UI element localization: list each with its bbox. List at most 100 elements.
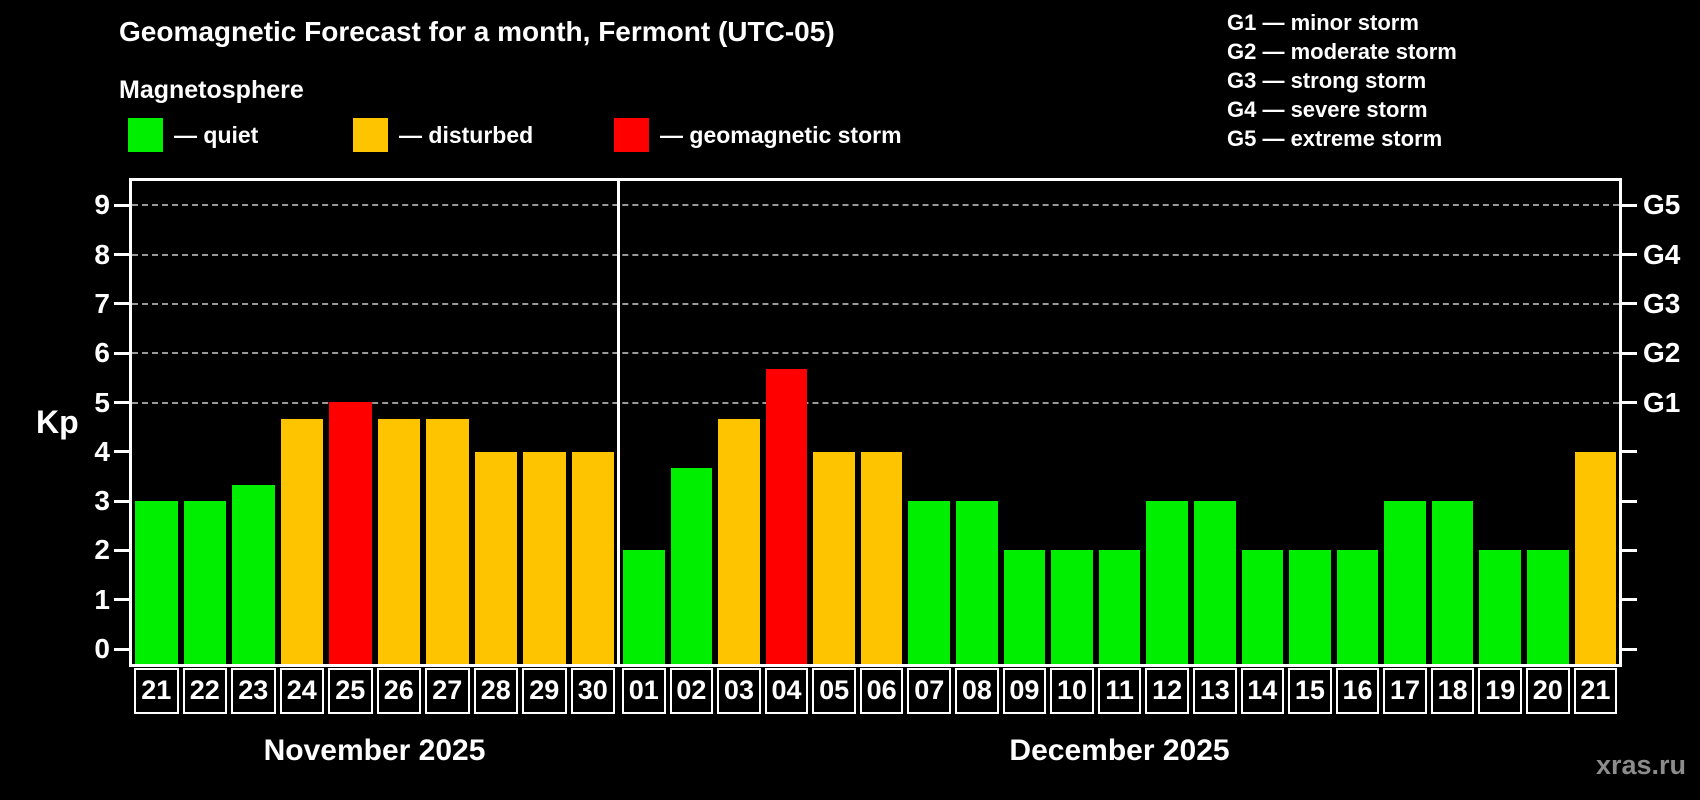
kp-bar-day-29 xyxy=(523,452,566,664)
g-level-label: G2 xyxy=(1643,337,1681,369)
day-label: 10 xyxy=(1050,668,1094,714)
bar-cell xyxy=(569,181,618,664)
legend-label: — disturbed xyxy=(399,121,534,148)
day-label: 14 xyxy=(1240,668,1285,714)
kp-bar-day-04 xyxy=(765,369,808,664)
day-label: 02 xyxy=(669,668,714,714)
bar-cell xyxy=(668,181,716,664)
kp-bar-day-12 xyxy=(1146,501,1188,664)
y-axis-tick xyxy=(114,499,129,503)
kp-bar-day-05 xyxy=(813,452,855,664)
y-axis-tick xyxy=(114,450,129,454)
legend-item-storm: — geomagnetic storm xyxy=(614,118,902,152)
kp-bar-day-21 xyxy=(135,501,178,664)
y-tick-label: 2 xyxy=(94,534,110,566)
y-tick-label: 8 xyxy=(94,238,110,270)
bar-cell xyxy=(1286,181,1334,664)
y-tick-label: 9 xyxy=(94,189,110,221)
bar-cell xyxy=(326,181,375,664)
bar-cell xyxy=(132,181,181,664)
day-label: 27 xyxy=(425,668,470,714)
bar-cell xyxy=(715,181,763,664)
day-label: 06 xyxy=(859,668,904,714)
month-label: November 2025 xyxy=(263,734,486,767)
gridline xyxy=(132,204,1619,207)
legend-swatch-quiet xyxy=(128,118,163,152)
g-level-label: G5 xyxy=(1643,189,1681,221)
day-label: 01 xyxy=(622,668,666,714)
day-label: 19 xyxy=(1478,668,1522,714)
bar-cell xyxy=(763,181,811,664)
y-tick-label: 7 xyxy=(94,287,110,319)
day-label: 13 xyxy=(1192,668,1237,714)
kp-bar-day-18 xyxy=(1431,501,1474,664)
gridline xyxy=(132,401,1619,404)
kp-bar-day-07 xyxy=(908,501,951,664)
kp-bar-day-17 xyxy=(1384,501,1426,664)
y-tick-label: 0 xyxy=(94,633,110,664)
chart-title: Geomagnetic Forecast for a month, Fermon… xyxy=(119,16,835,47)
day-label-row: 01 02 03 04 05 06 07 08 09 10 11 12 13 14 15 16 17 18 19 20… xyxy=(620,668,1619,714)
y-tick-label: 6 xyxy=(94,337,110,369)
gridline xyxy=(132,253,1619,256)
kp-bar-day-03 xyxy=(718,419,760,664)
y-tick-label: 4 xyxy=(94,435,110,467)
bar-cell xyxy=(1572,181,1620,664)
kp-bar-day-01 xyxy=(623,550,665,664)
chart-subtitle: Magnetosphere xyxy=(119,76,304,104)
day-label-row: 21 22 23 24 25 26 27 28 29 30 xyxy=(132,668,617,714)
bar-group xyxy=(132,181,617,664)
kp-bar-day-10 xyxy=(1051,550,1093,664)
g-scale-legend-line: G1 — minor storm xyxy=(1227,10,1419,35)
legend-label: — geomagnetic storm xyxy=(660,121,902,148)
legend-item-disturbed: — disturbed xyxy=(353,118,533,152)
bar-cell xyxy=(1143,181,1191,664)
kp-bar-day-24 xyxy=(280,419,323,664)
bar-cell xyxy=(1048,181,1096,664)
y-axis-tick xyxy=(114,401,129,404)
day-label: 24 xyxy=(279,668,324,714)
day-label: 23 xyxy=(231,668,276,714)
bar-cell xyxy=(278,181,327,664)
day-label: 25 xyxy=(328,668,373,714)
y-axis-label: Kp xyxy=(36,404,79,440)
kp-bar-day-27 xyxy=(426,419,469,664)
kp-bar-day-15 xyxy=(1289,550,1331,664)
kp-bar-day-08 xyxy=(956,501,998,664)
right-axis-tick xyxy=(1622,548,1637,552)
day-label: 20 xyxy=(1525,668,1570,714)
kp-bar-day-30 xyxy=(571,452,614,664)
kp-bar-day-28 xyxy=(474,452,517,664)
y-axis-tick xyxy=(114,203,129,207)
bar-group xyxy=(620,181,1619,664)
kp-bar-day-14 xyxy=(1241,550,1284,664)
right-axis-tick xyxy=(1622,598,1637,602)
g-scale-legend-line: G4 — severe storm xyxy=(1227,97,1428,122)
g-scale-legend: G1 — minor storm G2 — moderate storm G3 — … xyxy=(1227,8,1457,153)
bar-cell xyxy=(905,181,953,664)
right-axis-tick xyxy=(1622,302,1637,306)
kp-bar-day-09 xyxy=(1003,550,1046,664)
watermark: xras.ru xyxy=(1595,750,1686,780)
kp-bar-day-11 xyxy=(1098,550,1141,664)
kp-bar-day-22 xyxy=(183,501,226,664)
kp-bar-day-20 xyxy=(1526,550,1569,664)
day-label: 29 xyxy=(522,668,567,714)
day-label: 08 xyxy=(955,668,999,714)
bar-cell xyxy=(472,181,521,664)
bar-cell xyxy=(1096,181,1144,664)
g-level-label: G1 xyxy=(1643,386,1681,418)
bar-cell xyxy=(375,181,424,664)
y-axis-tick xyxy=(114,302,129,306)
day-label: 17 xyxy=(1383,668,1427,714)
y-tick-label: 5 xyxy=(94,386,110,418)
day-label: 15 xyxy=(1288,668,1332,714)
g-scale-legend-line: G5 — extreme storm xyxy=(1227,126,1443,151)
day-label: 21 xyxy=(1573,668,1618,714)
bar-cell xyxy=(1191,181,1239,664)
day-label: 30 xyxy=(570,668,615,714)
g-level-label: G3 xyxy=(1643,287,1681,319)
y-axis-tick xyxy=(114,548,129,552)
